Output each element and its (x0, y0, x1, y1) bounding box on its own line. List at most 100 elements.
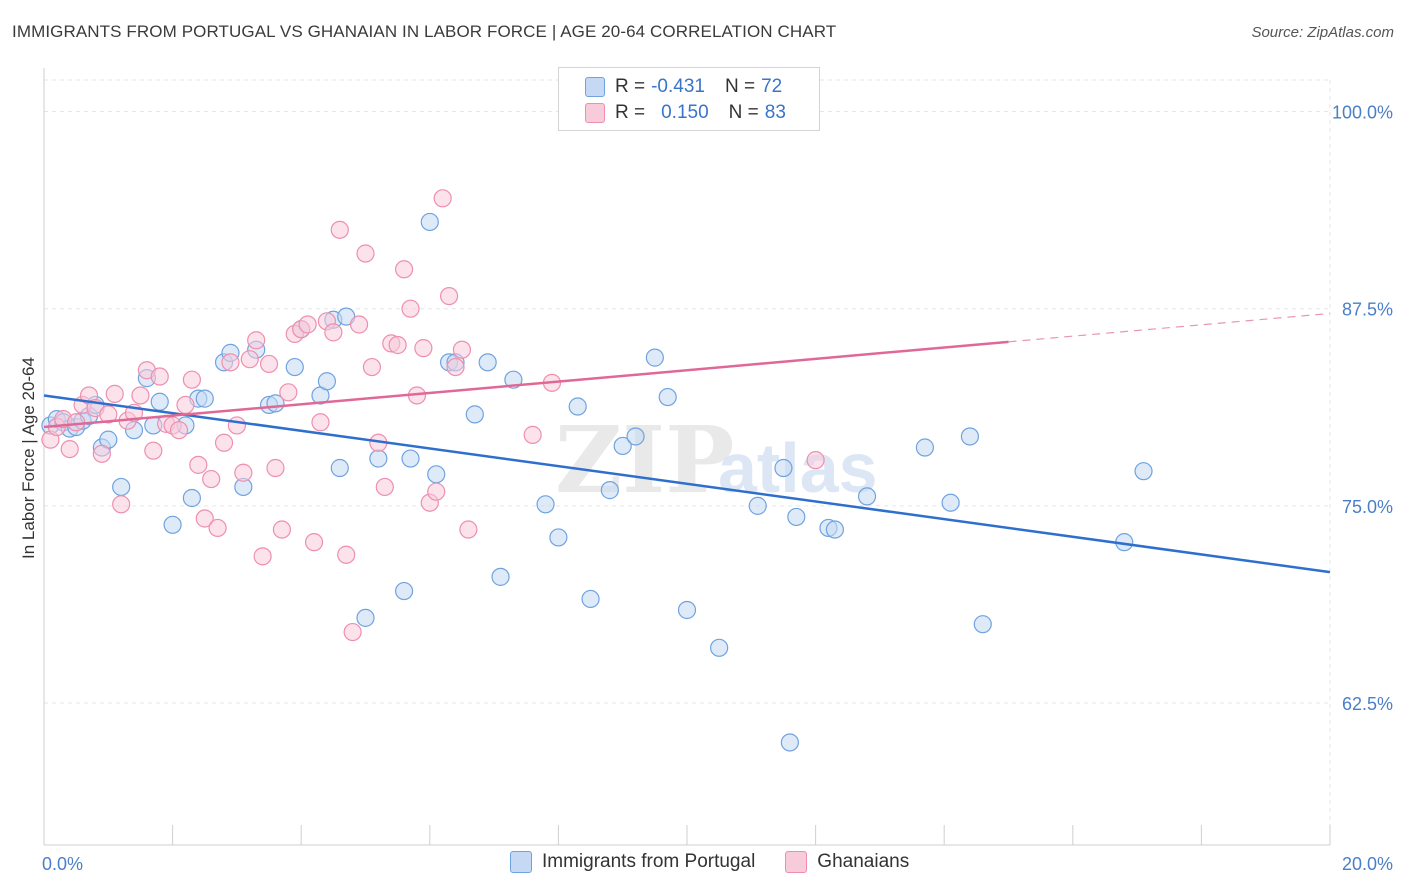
point-portugal (285, 357, 304, 377)
point-portugal (915, 438, 935, 457)
point-ghanaians (182, 370, 201, 389)
point-portugal (748, 496, 767, 515)
axes (43, 68, 1331, 846)
point-ghanaians (311, 413, 330, 432)
legend-r-value: 0.150 (661, 102, 709, 123)
point-ghanaians (414, 339, 433, 358)
point-ghanaians (214, 433, 234, 452)
point-ghanaians (247, 331, 266, 350)
point-portugal (568, 397, 587, 416)
point-ghanaians (401, 299, 420, 318)
point-portugal (112, 477, 131, 497)
point-ghanaians (279, 383, 298, 402)
point-portugal (857, 487, 877, 506)
point-portugal (356, 608, 375, 627)
point-portugal (478, 353, 497, 372)
y-tick-label: 62.5% (1342, 694, 1393, 714)
chart-title: IMMIGRANTS FROM PORTUGAL VS GHANAIAN IN … (12, 22, 837, 41)
point-portugal (330, 458, 349, 478)
point-portugal (1134, 462, 1153, 481)
point-ghanaians (427, 482, 446, 501)
legend-row-ghanaians: R = 0.150 N = 83 (585, 101, 786, 125)
point-ghanaians (330, 220, 349, 239)
point-ghanaians (67, 413, 86, 432)
point-portugal (163, 515, 182, 534)
legend-item-ghanaians[interactable]: Ghanaians (785, 851, 909, 873)
point-portugal (613, 436, 632, 456)
point-ghanaians (99, 405, 118, 424)
legend-n-value: 83 (764, 102, 786, 123)
y-tick-label: 75.0% (1342, 497, 1393, 517)
point-ghanaians (298, 315, 317, 334)
point-ghanaians (388, 335, 407, 355)
point-portugal (195, 389, 214, 408)
legend-row-portugal: R = -0.431 N = 72 (585, 75, 782, 99)
point-ghanaians (221, 353, 240, 372)
point-ghanaians (189, 455, 208, 474)
point-portugal (626, 427, 645, 446)
point-ghanaians (176, 395, 195, 415)
point-portugal (973, 615, 992, 634)
trend-line-portugal (43, 394, 1331, 574)
point-portugal (491, 567, 510, 586)
point-ghanaians (144, 441, 163, 460)
point-portugal (549, 528, 568, 547)
point-ghanaians (169, 421, 189, 440)
point-portugal (645, 348, 664, 367)
point-portugal (369, 449, 388, 468)
point-ghanaians (433, 189, 452, 208)
legend-r-label: R = (615, 102, 646, 123)
y-tick-label: 100.0% (1332, 103, 1393, 123)
point-ghanaians (234, 463, 253, 482)
point-ghanaians (202, 469, 221, 489)
point-ghanaians (349, 315, 369, 334)
series-legend: Immigrants from Portugal Ghanaians (510, 851, 939, 873)
watermark: ZIP atlas (555, 406, 878, 514)
legend-item-portugal[interactable]: Immigrants from Portugal (510, 851, 755, 873)
x-tick-label: 0.0% (42, 854, 83, 874)
legend-label-ghanaians: Ghanaians (817, 851, 910, 872)
point-ghanaians (92, 444, 111, 463)
point-ghanaians (227, 416, 246, 435)
legend-n-label: N = (728, 102, 759, 123)
point-ghanaians (439, 286, 459, 306)
point-ghanaians (394, 260, 414, 279)
trend-line-ghanaians (43, 340, 1009, 429)
point-ghanaians (446, 357, 465, 377)
point-portugal (427, 465, 446, 484)
legend-r-label: R = (615, 76, 646, 97)
legend-r-value: -0.431 (651, 76, 705, 97)
y-tick-label: 87.5% (1342, 300, 1393, 320)
point-ghanaians (343, 622, 362, 642)
point-portugal (710, 638, 729, 657)
point-ghanaians (337, 545, 356, 564)
point-ghanaians (459, 520, 478, 539)
point-ghanaians (105, 384, 124, 403)
point-ghanaians (272, 520, 292, 539)
point-portugal (600, 481, 619, 500)
point-portugal (658, 387, 677, 407)
watermark-atlas: atlas (718, 429, 878, 507)
point-ghanaians (304, 533, 324, 552)
data-points (41, 189, 1153, 752)
point-portugal (780, 733, 799, 752)
point-ghanaians (259, 354, 279, 374)
legend-swatch-portugal (585, 77, 605, 97)
point-portugal (465, 405, 484, 424)
point-ghanaians (195, 509, 214, 528)
point-ghanaians (356, 244, 375, 263)
point-ghanaians (208, 518, 227, 538)
legend-n-label: N = (724, 76, 756, 97)
point-ghanaians (452, 340, 472, 359)
point-ghanaians (240, 350, 259, 369)
trend-line-ghanaians-extension (1008, 312, 1331, 343)
stats-legend: R = -0.431 N = 72 R = 0.150 N = 83 (558, 67, 820, 131)
point-portugal (960, 427, 980, 446)
tick-labels: 62.5% 75.0% 87.5% 100.0% 0.0% 20.0% (42, 103, 1393, 874)
point-portugal (941, 493, 960, 512)
point-portugal (420, 212, 439, 232)
point-ghanaians (362, 357, 382, 377)
point-ghanaians (150, 367, 169, 386)
point-portugal (317, 372, 337, 391)
